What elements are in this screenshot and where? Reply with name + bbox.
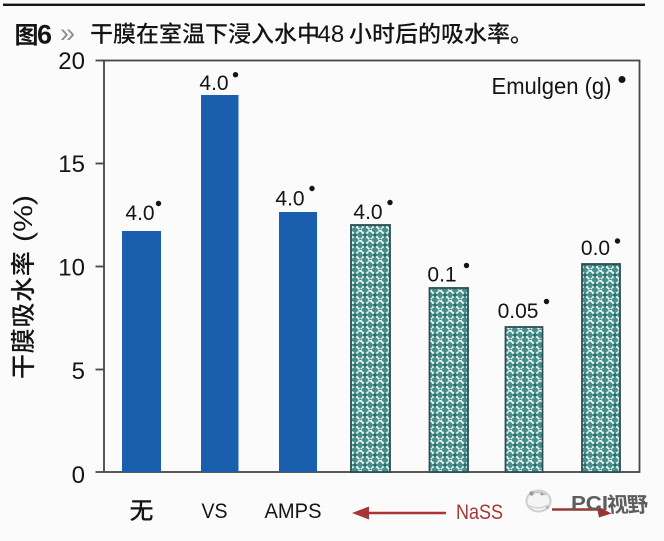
svg-text:6: 6 — [37, 20, 52, 50]
svg-text:4.0: 4.0 — [353, 201, 382, 224]
svg-text:(%): (%) — [8, 195, 38, 242]
svg-text:4.0: 4.0 — [199, 72, 228, 95]
svg-text:0: 0 — [72, 462, 85, 489]
svg-text:20: 20 — [58, 48, 85, 75]
svg-text:4.0: 4.0 — [275, 188, 304, 211]
svg-text:»: » — [60, 18, 75, 48]
svg-text:0.05: 0.05 — [498, 300, 539, 323]
svg-text:VS: VS — [202, 499, 228, 523]
svg-text:AMPS: AMPS — [265, 499, 322, 523]
svg-text:0.0: 0.0 — [581, 237, 610, 260]
svg-text:5: 5 — [72, 358, 85, 385]
svg-text:Emulgen (g): Emulgen (g) — [492, 73, 612, 99]
svg-text:48: 48 — [318, 21, 345, 48]
svg-text:PCI: PCI — [571, 493, 608, 515]
svg-text:0.1: 0.1 — [427, 264, 456, 287]
svg-text:15: 15 — [58, 151, 85, 178]
svg-text:10: 10 — [58, 255, 85, 282]
svg-text:NaSS: NaSS — [456, 501, 503, 524]
svg-text:4.0: 4.0 — [125, 202, 154, 225]
